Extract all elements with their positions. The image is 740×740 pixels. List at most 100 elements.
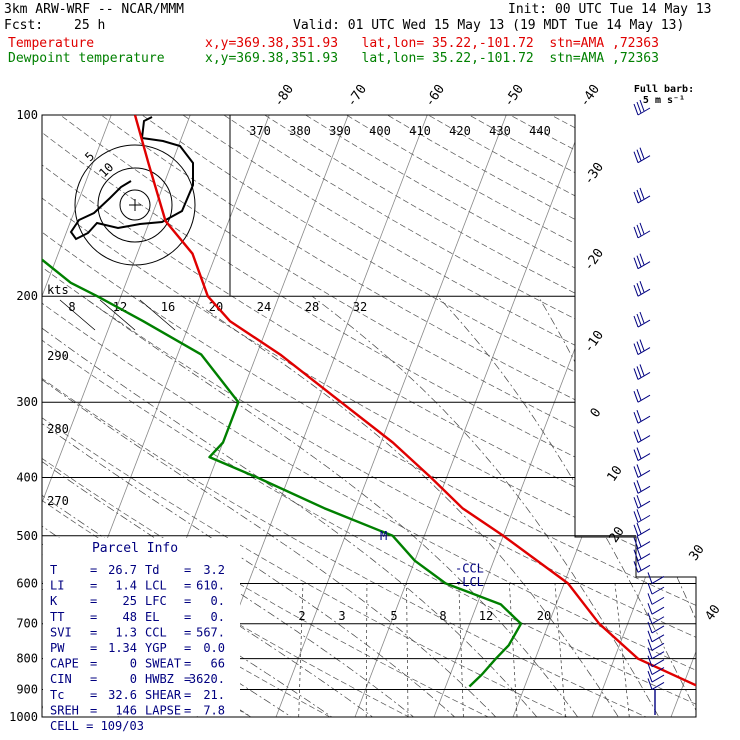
wind-barb <box>633 99 651 116</box>
dew-legend-label: Dewpoint temperature <box>8 51 165 66</box>
parcel-param-eq: = <box>90 625 97 639</box>
hodograph-ring <box>74 144 196 266</box>
wind-barb <box>647 670 665 683</box>
moist-adiabat <box>42 295 548 717</box>
wind-barb <box>633 447 651 461</box>
wind-barb-shaft <box>651 642 665 651</box>
isotherm-label: -40 <box>577 82 603 110</box>
parcel-level-marker: -CCL <box>455 562 484 576</box>
mixing-ratio-line <box>614 583 630 717</box>
wind-barb-flag <box>647 670 653 683</box>
wind-barb <box>633 253 651 270</box>
wind-barb-flag <box>636 409 642 422</box>
parcel-param-eq: = <box>184 594 191 608</box>
parcel-param-value: 25 <box>123 594 137 608</box>
wind-barb-shaft <box>637 415 651 424</box>
theta-label: 390 <box>329 124 351 138</box>
wind-barb <box>647 639 665 651</box>
wind-barb-flag <box>636 283 642 295</box>
hodograph-speed-label: 24 <box>257 300 271 314</box>
wind-barb-shaft <box>651 606 665 615</box>
mixing-ratio-line <box>554 583 566 717</box>
wind-barb-flag <box>633 511 639 523</box>
wind-barb-shaft <box>651 625 665 634</box>
wind-barb-shaft <box>637 288 651 297</box>
dewpoint-curve <box>42 115 523 688</box>
wind-barb-flag <box>636 495 642 507</box>
parcel-param-value: 567. <box>196 625 225 639</box>
dry-adiabat <box>42 115 696 717</box>
init-time: Init: 00 UTC Tue 14 May 13 <box>508 2 712 17</box>
model-title: 3km ARW-WRF -- NCAR/MMM <box>4 2 185 17</box>
wind-barb-flag <box>633 449 639 461</box>
hodograph-speed-label: 32 <box>353 300 367 314</box>
wind-barb-flag <box>647 655 653 667</box>
temp-legend-label: Temperature <box>8 36 95 51</box>
wind-barb-flag <box>633 315 639 328</box>
wind-barb-flag <box>636 189 642 202</box>
wind-barb-flag <box>647 612 653 624</box>
pressure-tick-label: 900 <box>16 682 38 696</box>
wind-barb-shaft <box>637 230 651 239</box>
parcel-param-value: 66 <box>211 657 225 671</box>
parcel-cell-info: CELL = 109/03 <box>50 719 144 733</box>
wind-barb-flag <box>639 339 645 351</box>
wind-barb-flag <box>633 391 639 403</box>
hodograph-ring <box>97 167 173 243</box>
parcel-param-name: LI <box>50 579 64 593</box>
wind-barb-shaft <box>651 586 665 595</box>
parcel-param-value: 21. <box>203 688 225 702</box>
hodograph-tick <box>99 299 136 331</box>
mixing-ratio-line <box>509 583 518 717</box>
isotherm-label: 0 <box>588 405 605 420</box>
fcst-value: 25 h <box>74 18 106 33</box>
dry-adiabat <box>428 115 696 717</box>
isotherm-label: -80 <box>271 82 297 110</box>
wind-barb-shaft <box>637 514 651 523</box>
parcel-param-name: LAPSE <box>145 703 181 717</box>
wind-barb <box>633 187 651 204</box>
wind-barb-shaft <box>651 659 665 668</box>
isotherm-label: 10 <box>604 463 625 484</box>
wind-barb <box>633 339 651 355</box>
wind-barb-flag <box>633 561 639 573</box>
wind-barb-flag <box>639 222 645 235</box>
wind-barb-flag <box>636 101 642 114</box>
mixing-ratio-label: 8 <box>439 609 446 623</box>
wind-barb-flag <box>636 366 642 378</box>
dry-adiabat <box>59 115 696 717</box>
wind-barb <box>633 480 651 494</box>
parcel-param-value: 32.6 <box>108 688 137 702</box>
wind-barb-flag <box>647 582 653 595</box>
wind-barb-flag <box>647 663 653 675</box>
isotherm-line <box>42 115 112 717</box>
wind-barb-shaft <box>637 195 651 204</box>
wind-barb-flag <box>636 547 642 559</box>
parcel-param-eq: = <box>90 703 97 717</box>
mixing-ratio-line <box>458 583 464 717</box>
isotherm-line <box>428 115 665 717</box>
moist-adiabat <box>437 295 696 717</box>
wind-barb-shaft <box>637 107 651 116</box>
valid-time: Valid: 01 UTC Wed 15 May 13 (19 MDT Tue … <box>293 18 685 33</box>
parcel-param-name: K <box>50 594 58 608</box>
parcel-param-name: LCL <box>145 579 167 593</box>
dry-adiabat <box>264 115 696 717</box>
mixing-ratio-label: 2 <box>298 609 305 623</box>
theta-label: 440 <box>529 124 551 138</box>
wind-barb-flag <box>633 431 639 443</box>
wind-barb-shaft <box>637 541 651 549</box>
wind-barb <box>647 593 665 605</box>
isotherm-label: -30 <box>581 160 607 188</box>
moist-adiabat <box>42 295 311 717</box>
hodograph-units-label: kts <box>47 283 69 297</box>
wind-barb-flag <box>647 630 653 642</box>
pressure-tick-label: 1000 <box>9 710 38 724</box>
parcel-param-name: HWBZ <box>145 672 174 686</box>
wind-barb-flag <box>633 466 639 478</box>
pressure-tick-label: 800 <box>16 652 38 666</box>
wind-barb-flag <box>636 341 642 353</box>
hodograph-tick <box>59 299 96 331</box>
